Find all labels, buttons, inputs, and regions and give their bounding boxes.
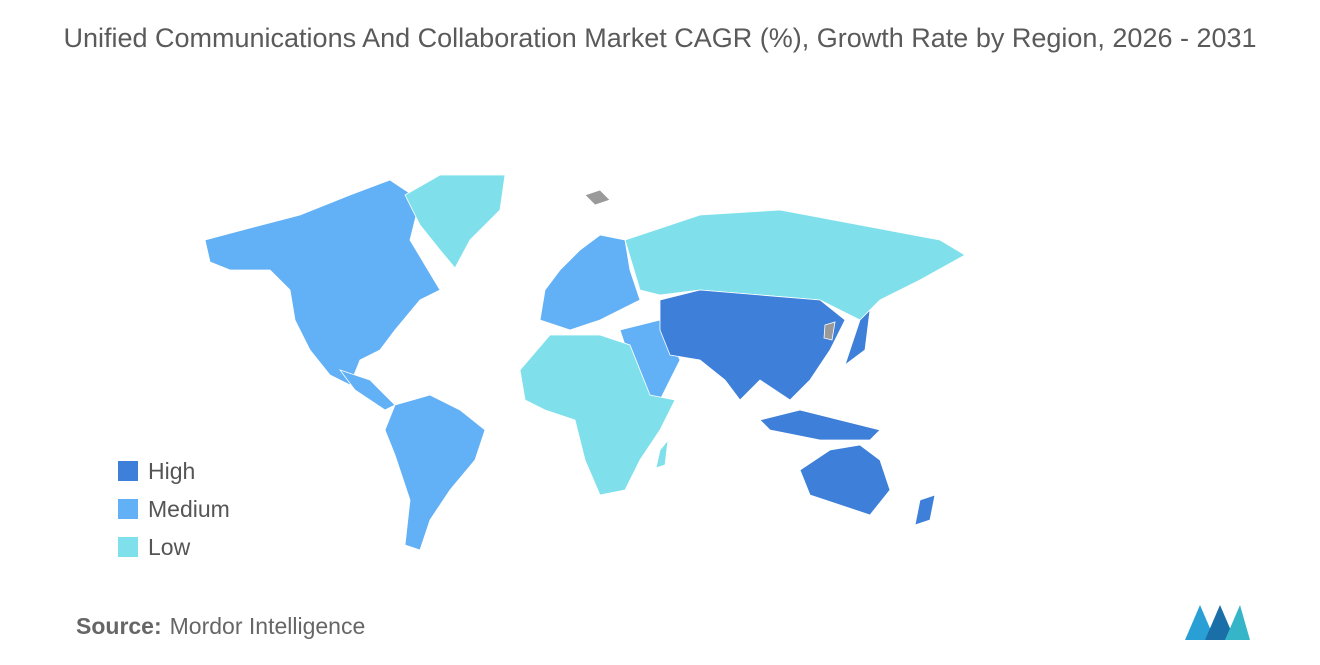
legend-item: Low xyxy=(118,528,230,566)
legend-label: Medium xyxy=(148,495,230,522)
greenland xyxy=(404,174,506,269)
legend-label: High xyxy=(148,457,196,484)
japan xyxy=(844,308,871,367)
legend-item: High xyxy=(118,452,230,490)
legend-item: Medium xyxy=(118,490,230,528)
chart-title: Unified Communications And Collaboration… xyxy=(63,23,1257,53)
no-data-region xyxy=(823,321,836,341)
legend-label: Low xyxy=(148,533,191,560)
legend-swatch xyxy=(118,537,138,557)
asia xyxy=(659,289,846,401)
madagascar xyxy=(655,438,669,469)
russia xyxy=(624,209,966,321)
south-america xyxy=(384,394,486,551)
legend-swatch xyxy=(118,499,138,519)
legend-swatch xyxy=(118,461,138,481)
europe xyxy=(539,234,641,331)
africa xyxy=(519,334,676,496)
legend: High Medium Low xyxy=(118,452,230,566)
new-zealand xyxy=(914,494,936,526)
logo xyxy=(1185,605,1250,640)
central-america xyxy=(338,369,396,411)
no-data-region xyxy=(584,189,611,206)
source: Source: Mordor Intelligence xyxy=(76,613,365,640)
southeast-asia-islands xyxy=(759,409,881,441)
australia xyxy=(799,444,891,516)
source-text: Mordor Intelligence xyxy=(169,613,366,639)
north-america xyxy=(204,179,441,386)
source-label: Source: xyxy=(76,613,162,639)
